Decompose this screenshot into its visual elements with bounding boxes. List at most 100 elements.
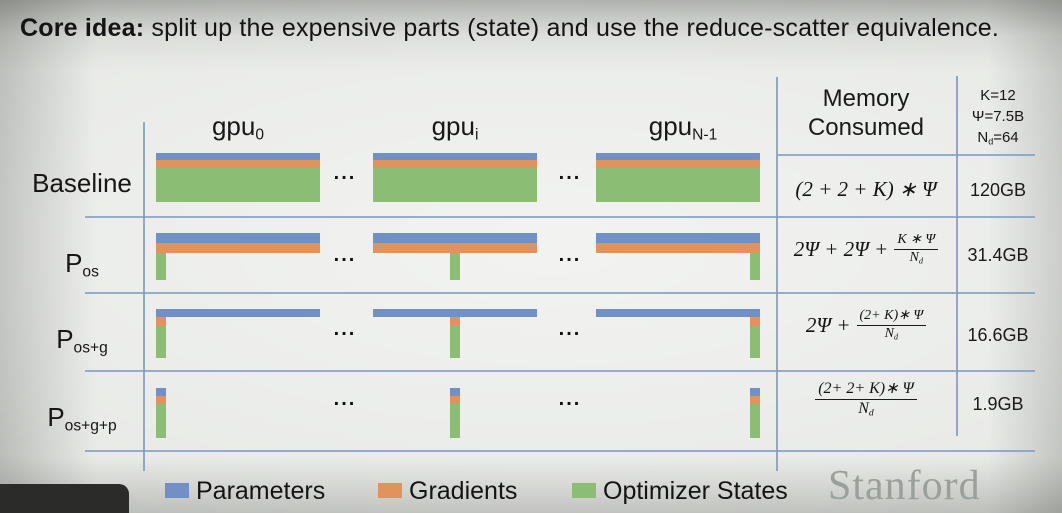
row-label-posg-sub: os+g <box>73 339 108 357</box>
posgp-gpu0-optimizer-states-shard <box>156 404 166 438</box>
gradients-legend-swatch <box>378 483 402 498</box>
formula-posg-fraction: (2+ K)∗ Ψ Nd <box>856 308 927 342</box>
pos-gpu0-parameters-segment <box>156 233 320 243</box>
parameters-legend-label: Parameters <box>196 477 326 505</box>
divider-under-pos-row <box>85 292 1035 294</box>
pos-gpui-parameters-segment <box>373 233 537 243</box>
memory-value-pos: 31.4GB <box>967 245 1029 265</box>
constant-nd-base: N <box>977 129 989 146</box>
posg-gpun1-gradients-shard <box>750 317 760 326</box>
gpu0-header-base: gpu <box>211 111 256 141</box>
memory-value-baseline: 120GB <box>969 180 1027 200</box>
row-label-baseline-text: Baseline <box>32 168 132 198</box>
gpun1-header-base: gpu <box>648 111 693 141</box>
baseline-gpun1-optimizer-states-segment <box>596 167 760 202</box>
divider-vertical-values-column <box>956 76 958 436</box>
row-label-pos-base: P <box>65 248 83 278</box>
divider-under-posg-row <box>85 370 1035 372</box>
constant-psi: Ψ=7.5B <box>971 108 1025 125</box>
ellipsis-pos-left: ... <box>333 244 357 266</box>
posgp-gpui-optimizer-states-shard <box>450 404 460 438</box>
formula-pos-numerator: K ∗ Ψ <box>894 232 939 250</box>
posg-gpu0-parameters-segment <box>156 309 320 317</box>
baseline-gpu0-parameters-segment <box>156 153 320 160</box>
row-label-posgp-base: P <box>47 402 65 432</box>
gpui-header-sub: i <box>474 126 479 144</box>
ellipsis-posg-left: ... <box>333 318 357 340</box>
formula-posgp-den-base: N <box>858 399 869 417</box>
divider-vertical-row-labels <box>143 122 145 471</box>
slide-title-rest: split up the expensive parts (state) and… <box>144 14 1000 42</box>
ellipsis-posg-right: ... <box>558 318 582 340</box>
posg-gpun1-optimizer-states-shard <box>750 326 760 358</box>
divider-vertical-memory-column <box>776 77 778 471</box>
slide-title: Core idea: split up the expensive parts … <box>20 14 999 43</box>
divider-under-baseline-row <box>85 216 1035 218</box>
pos-gpui-gradients-segment <box>373 243 537 253</box>
row-label-posgp-sub: os+g+p <box>64 417 117 435</box>
formula-pos-den-sub: d <box>918 256 924 266</box>
constants-block: K=12 Ψ=7.5B Nd=64 <box>956 85 1040 153</box>
optimizer-states-legend-label: Optimizer States <box>603 477 788 505</box>
formula-posg-prefix: 2Ψ + <box>805 312 851 337</box>
pos-gpun1-optimizer-states-shard <box>750 253 760 280</box>
ellipsis-pos-right: ... <box>558 244 582 266</box>
ellipsis-posgp-left: ... <box>333 388 357 410</box>
gpun1-header: gpuN-1 <box>608 111 758 144</box>
baseline-gpui-gradients-segment <box>373 160 537 167</box>
row-label-posg: Pos+g <box>0 324 164 357</box>
memory-value-posgp: 1.9GB <box>972 394 1024 414</box>
slide-title-lead: Core idea: <box>20 14 145 42</box>
constant-k: K=12 <box>980 87 1016 104</box>
formula-posg-denominator: Nd <box>885 326 899 342</box>
baseline-gpui-optimizer-states-segment <box>373 167 537 202</box>
row-label-posg-base: P <box>56 324 74 354</box>
constant-nd-sub: d <box>988 136 994 147</box>
pos-gpun1-parameters-segment <box>596 233 760 243</box>
formula-posgp-fraction: (2+ 2+ K)∗ Ψ Nd <box>815 380 917 419</box>
ellipsis-posgp-right: ... <box>558 388 582 410</box>
baseline-gpu0-optimizer-states-segment <box>156 167 320 202</box>
formula-posg-den-base: N <box>884 325 894 341</box>
formula-posg-numerator: (2+ K)∗ Ψ <box>856 308 927 326</box>
constant-nd: Nd=64 <box>956 127 1040 153</box>
ellipsis-baseline-right: ... <box>558 162 582 184</box>
formula-baseline-text: (2 + 2 + K) ∗ Ψ <box>795 177 937 201</box>
formula-posg: 2Ψ + (2+ K)∗ Ψ Nd <box>776 308 956 342</box>
pos-gpui-optimizer-states-shard <box>450 253 460 280</box>
divider-under-memory-header <box>778 154 1035 156</box>
formula-posgp: (2+ 2+ K)∗ Ψ Nd <box>776 380 956 419</box>
baseline-gpun1-parameters-segment <box>596 153 760 160</box>
memory-value-posg: 16.6GB <box>967 325 1029 345</box>
posgp-gpu0-parameters-shard <box>156 388 166 396</box>
row-label-pos-sub: os <box>82 263 99 281</box>
formula-pos-den-base: N <box>909 249 919 265</box>
gradients-legend-label: Gradients <box>409 477 518 505</box>
formula-pos: 2Ψ + 2Ψ + K ∗ Ψ Nd <box>776 232 956 266</box>
memory-header-line2: Consumed <box>807 114 925 141</box>
gpun1-header-sub: N-1 <box>692 126 718 144</box>
video-overlay-corner <box>0 484 129 513</box>
formula-posg-den-sub: d <box>893 332 899 342</box>
row-label-pos: Pos <box>0 248 164 281</box>
constant-nd-value: =64 <box>993 129 1019 146</box>
gpui-header: gpui <box>380 111 530 144</box>
posg-gpun1-parameters-segment <box>596 309 760 317</box>
memory-consumed-header: Memory Consumed <box>781 84 951 142</box>
posgp-gpun1-parameters-shard <box>750 388 760 396</box>
formula-pos-prefix: 2Ψ + 2Ψ + <box>793 236 889 261</box>
posg-gpu0-gradients-shard <box>156 317 166 326</box>
posgp-gpun1-gradients-shard <box>750 396 760 404</box>
row-label-baseline: Baseline <box>0 168 164 199</box>
optimizer-states-legend-swatch <box>572 483 596 498</box>
baseline-gpui-parameters-segment <box>373 153 537 160</box>
formula-pos-fraction: K ∗ Ψ Nd <box>894 232 939 266</box>
baseline-gpu0-gradients-segment <box>156 160 320 167</box>
formula-posgp-den-sub: d <box>868 407 874 419</box>
posg-gpui-optimizer-states-shard <box>450 326 460 358</box>
formula-posgp-numerator: (2+ 2+ K)∗ Ψ <box>815 380 917 400</box>
memory-header-line1: Memory <box>822 85 910 112</box>
parameters-legend-swatch <box>165 483 189 498</box>
divider-under-posgp-row <box>85 450 1035 452</box>
